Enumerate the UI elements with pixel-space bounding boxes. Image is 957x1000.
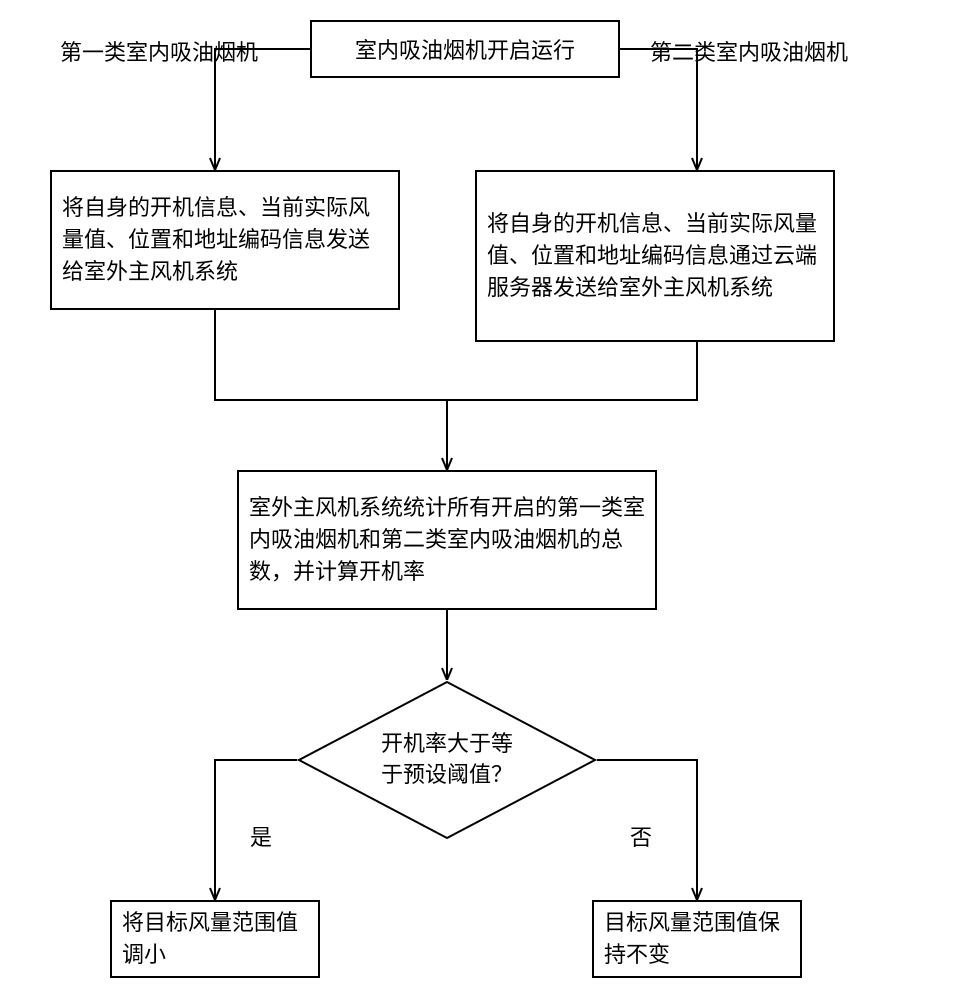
node-left-branch: 将自身的开机信息、当前实际风量值、位置和地址编码信息发送给室外主风机系统 (50, 170, 400, 310)
edge-start-left (215, 49, 310, 170)
node-merge: 室外主风机系统统计所有开启的第一类室内吸油烟机和第二类室内吸油烟机的总数，并计算… (237, 470, 657, 610)
label-yes: 是 (250, 820, 272, 852)
node-decision: 开机率大于等 于预设阈值？ (297, 680, 597, 840)
node-no-text: 目标风量范围值保持不变 (604, 907, 790, 971)
node-start-text: 室内吸油烟机开启运行 (355, 33, 575, 65)
decision-text-line1: 开机率大于等 (381, 729, 513, 760)
edge-right-merge (447, 342, 697, 400)
label-no: 否 (630, 820, 652, 852)
edge-start-right (620, 49, 697, 170)
node-yes-text: 将目标风量范围值调小 (122, 907, 308, 971)
node-left-text: 将自身的开机信息、当前实际风量值、位置和地址编码信息发送给室外主风机系统 (62, 192, 388, 288)
node-start: 室内吸油烟机开启运行 (310, 20, 620, 78)
node-no: 目标风量范围值保持不变 (592, 900, 802, 978)
node-right-text: 将自身的开机信息、当前实际风量值、位置和地址编码信息通过云端服务器发送给室外主风… (487, 208, 823, 304)
decision-text-line2: 于预设阈值？ (381, 760, 513, 791)
label-type1: 第一类室内吸油烟机 (60, 35, 258, 67)
node-right-branch: 将自身的开机信息、当前实际风量值、位置和地址编码信息通过云端服务器发送给室外主风… (475, 170, 835, 342)
node-merge-text: 室外主风机系统统计所有开启的第一类室内吸油烟机和第二类室内吸油烟机的总数，并计算… (249, 492, 645, 588)
label-type2: 第二类室内吸油烟机 (650, 35, 848, 67)
edge-left-merge (215, 310, 447, 470)
node-yes: 将目标风量范围值调小 (110, 900, 320, 978)
